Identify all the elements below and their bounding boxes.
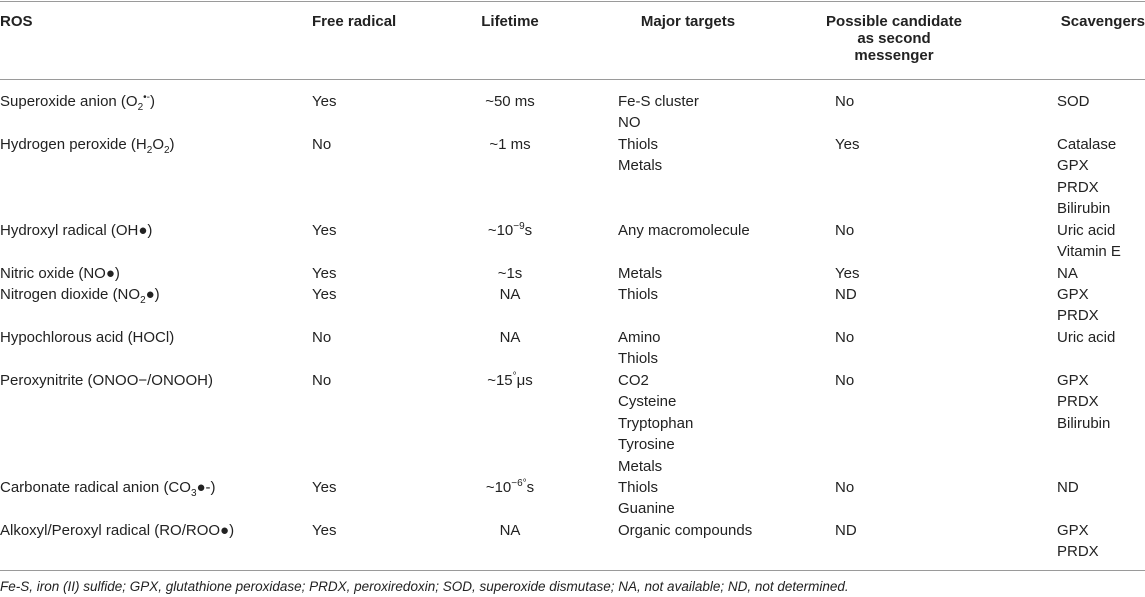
cell-ros: Alkoxyl/Peroxyl radical (RO/ROO●) [0,522,235,539]
cell-free-radical: Yes [312,479,337,496]
cell-second-messenger: ND [835,286,857,303]
cell-targets: Amino Thiols [618,329,661,368]
table-footnote: Fe-S, iron (II) sulfide; GPX, glutathion… [0,579,849,594]
cell-ros: Hypochlorous acid (HOCl) [0,329,175,346]
cell-scavengers: GPX PRDX Bilirubin [1057,372,1111,432]
header-rule [0,79,1145,80]
cell-targets: Any macromolecule [618,222,750,239]
cell-ros: Nitric oxide (NO●) [0,265,120,282]
cell-ros: Peroxynitrite (ONOO−/ONOOH) [0,372,213,389]
cell-free-radical: No [312,372,332,389]
header-free-radical: Free radical [312,13,397,30]
cell-scavengers: GPX PRDX [1057,522,1099,561]
cell-free-radical: Yes [312,286,337,303]
cell-lifetime: ~50 ms [485,93,535,110]
header-second-messenger: Possible candidate as second messenger [826,13,962,64]
cell-second-messenger: No [835,329,855,346]
cell-free-radical: Yes [312,93,337,110]
cell-lifetime: NA [499,286,521,303]
cell-lifetime: NA [499,522,521,539]
cell-lifetime: ~15°μs [487,371,533,390]
cell-scavengers: SOD [1057,93,1090,110]
cell-ros: Nitrogen dioxide (NO2●) [0,286,160,306]
cell-lifetime: ~1s [497,265,523,282]
cell-free-radical: Yes [312,265,337,282]
cell-targets: Thiols Guanine [618,479,675,518]
header-lifetime: Lifetime [481,13,539,30]
cell-free-radical: Yes [312,222,337,239]
cell-targets: Thiols Metals [618,136,663,175]
cell-lifetime: ~10−9s [487,221,533,240]
cell-free-radical: No [312,329,332,346]
cell-scavengers: Uric acid Vitamin E [1057,222,1121,261]
cell-targets: Fe-S cluster NO [618,93,699,132]
header-scavengers: Scavengers [1060,13,1145,30]
cell-free-radical: Yes [312,522,337,539]
cell-second-messenger: No [835,93,855,110]
cell-scavengers: Catalase GPX PRDX Bilirubin [1057,136,1117,218]
cell-scavengers: ND [1057,479,1079,496]
cell-second-messenger: Yes [835,265,860,282]
cell-targets: Organic compounds [618,522,753,539]
cell-ros: Carbonate radical anion (CO3●-) [0,479,216,499]
cell-ros: Hydrogen peroxide (H2O2) [0,136,175,156]
cell-scavengers: Uric acid [1057,329,1116,346]
cell-scavengers: GPX PRDX [1057,286,1099,325]
cell-second-messenger: Yes [835,136,860,153]
cell-ros: Superoxide anion (O2•-) [0,92,155,113]
cell-scavengers: NA [1057,265,1078,282]
cell-targets: Metals [618,265,663,282]
cell-second-messenger: No [835,222,855,239]
cell-second-messenger: No [835,479,855,496]
header-major-targets: Major targets [640,13,736,30]
cell-lifetime: NA [499,329,521,346]
cell-second-messenger: No [835,372,855,389]
header-ros: ROS [0,13,33,30]
cell-targets: CO2 Cysteine Tryptophan Tyrosine Metals [618,372,694,475]
cell-free-radical: No [312,136,332,153]
cell-targets: Thiols [618,286,659,303]
cell-lifetime: ~10−6°s [485,478,535,497]
cell-second-messenger: ND [835,522,857,539]
cell-ros: Hydroxyl radical (OH●) [0,222,153,239]
cell-lifetime: ~1 ms [489,136,531,153]
top-rule [0,1,1145,2]
bottom-rule [0,570,1145,571]
